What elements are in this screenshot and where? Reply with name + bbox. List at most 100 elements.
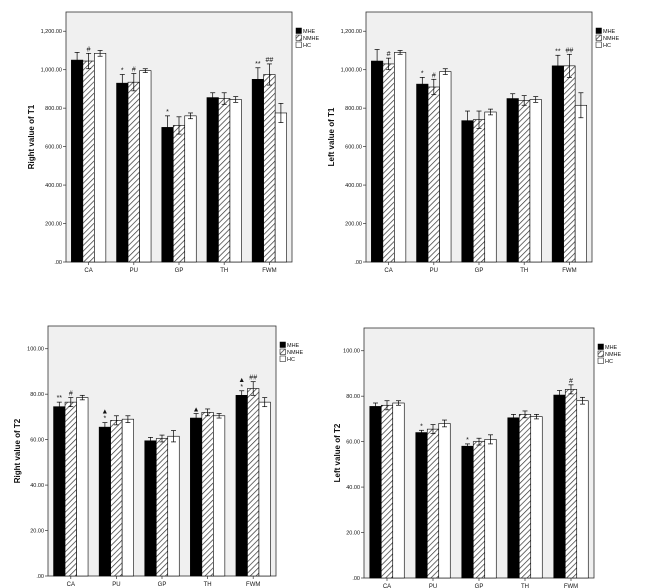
y-tick-label: 20.00 xyxy=(30,529,44,535)
significance-marker: * xyxy=(240,384,243,391)
y-tick-label: 1,000.00 xyxy=(41,68,62,74)
legend-label-hc: HC xyxy=(303,43,311,49)
chart-left-t1: .00 200.00 400.00 600.00 800.00 1,000.00 1,200… xyxy=(327,11,620,274)
y-tick-label: 40.00 xyxy=(30,483,44,489)
legend-swatch-hc xyxy=(279,355,286,362)
bar-nmhe-th xyxy=(518,414,532,579)
y-tick-label: .00 xyxy=(354,260,362,266)
y-tick-label: 40.00 xyxy=(346,485,360,491)
bar-hc-th xyxy=(530,416,543,579)
bar-nmhe-gp xyxy=(472,119,486,263)
legend-swatch-hc xyxy=(295,41,302,48)
legend-swatch-hc xyxy=(597,357,604,364)
y-tick-label: 20.00 xyxy=(346,531,360,537)
x-tick-label: TH xyxy=(204,582,212,588)
bar-nmhe-th xyxy=(218,98,231,263)
y-axis-label: Left value of T1 xyxy=(327,107,336,166)
significance-marker: ▲ xyxy=(238,377,245,384)
x-tick-label: CA xyxy=(384,268,392,274)
bar-mhe-gp xyxy=(461,445,474,579)
legend-label-hc: HC xyxy=(287,357,295,363)
legend-swatch-nmhe xyxy=(595,34,602,41)
bar-mhe-ca xyxy=(53,406,66,577)
bar-mhe-fwm xyxy=(235,395,248,577)
x-tick-label: TH xyxy=(220,268,228,274)
x-tick-label: FWM xyxy=(562,268,576,274)
bar-mhe-pu xyxy=(116,82,129,263)
significance-marker: * xyxy=(421,70,424,77)
bar-nmhe-pu xyxy=(127,81,140,263)
y-tick-label: 100.00 xyxy=(343,349,360,355)
x-tick-label: GP xyxy=(175,268,184,274)
bar-hc-th xyxy=(229,99,242,263)
significance-marker: * xyxy=(166,109,169,116)
bar-hc-fwm xyxy=(574,104,587,263)
bar-hc-th xyxy=(529,99,542,263)
x-tick-label: CA xyxy=(383,584,391,588)
bar-hc-pu xyxy=(121,418,134,577)
bar-nmhe-fwm xyxy=(263,74,276,263)
y-tick-label: 80.00 xyxy=(346,394,360,400)
x-tick-label: CA xyxy=(84,268,92,274)
bar-hc-th xyxy=(213,415,226,577)
significance-marker: # xyxy=(387,51,391,58)
y-tick-label: 800.00 xyxy=(45,106,62,112)
bar-hc-pu xyxy=(439,71,452,263)
legend-label-mhe: MHE xyxy=(605,345,618,351)
significance-marker: ## xyxy=(566,47,574,54)
y-tick-label: .00 xyxy=(54,260,62,266)
bar-mhe-gp xyxy=(144,440,157,577)
y-tick-label: 400.00 xyxy=(45,183,62,189)
bar-nmhe-ca xyxy=(382,63,395,263)
bar-hc-gp xyxy=(184,115,197,263)
legend-label-nmhe: NMHE xyxy=(303,36,320,42)
legend-label-hc: HC xyxy=(603,43,611,49)
bar-hc-fwm xyxy=(258,401,271,577)
significance-marker: ** xyxy=(255,61,261,68)
significance-marker: ** xyxy=(555,48,561,55)
legend-swatch-mhe xyxy=(595,27,602,34)
y-tick-label: 80.00 xyxy=(30,392,44,398)
significance-marker: * xyxy=(466,437,469,444)
bar-mhe-gp xyxy=(161,127,174,263)
y-tick-label: 1,200.00 xyxy=(341,29,362,35)
y-tick-label: 600.00 xyxy=(345,145,362,151)
y-tick-label: 200.00 xyxy=(45,222,62,228)
legend-swatch-hc xyxy=(595,41,602,48)
y-axis-label: Right value of T1 xyxy=(27,104,36,169)
legend-swatch-mhe xyxy=(597,343,604,350)
bar-mhe-fwm xyxy=(251,79,264,263)
significance-marker: # xyxy=(432,72,436,79)
bar-mhe-fwm xyxy=(551,65,564,263)
legend-label-mhe: MHE xyxy=(603,29,616,35)
bar-nmhe-fwm xyxy=(564,389,578,579)
y-tick-label: 60.00 xyxy=(30,438,44,444)
x-tick-label: PU xyxy=(130,268,138,274)
x-tick-label: FWM xyxy=(564,584,578,588)
bar-hc-pu xyxy=(139,70,152,263)
bar-mhe-ca xyxy=(71,59,84,263)
bar-hc-ca xyxy=(94,53,107,263)
y-tick-label: 60.00 xyxy=(346,440,360,446)
y-axis-label: Right value of T2 xyxy=(13,418,22,483)
legend-swatch-mhe xyxy=(279,341,286,348)
bar-mhe-fwm xyxy=(553,394,566,579)
bar-nmhe-th xyxy=(201,412,214,577)
bar-mhe-pu xyxy=(98,426,111,577)
bar-mhe-ca xyxy=(369,406,382,579)
x-tick-label: PU xyxy=(112,582,120,588)
legend-label-hc: HC xyxy=(605,359,613,365)
legend-swatch-nmhe xyxy=(279,348,286,355)
significance-marker: ▲ xyxy=(101,409,108,416)
significance-marker: ** xyxy=(57,395,63,402)
significance-marker: * xyxy=(121,68,124,75)
bar-nmhe-ca xyxy=(64,401,77,577)
significance-marker: # xyxy=(569,378,573,385)
x-tick-label: GP xyxy=(475,268,484,274)
legend-swatch-nmhe xyxy=(295,34,302,41)
y-tick-label: 600.00 xyxy=(45,145,62,151)
bar-nmhe-ca xyxy=(82,60,95,263)
y-tick-label: 1,000.00 xyxy=(341,68,362,74)
legend-label-nmhe: NMHE xyxy=(605,352,622,358)
significance-marker: * xyxy=(420,423,423,430)
